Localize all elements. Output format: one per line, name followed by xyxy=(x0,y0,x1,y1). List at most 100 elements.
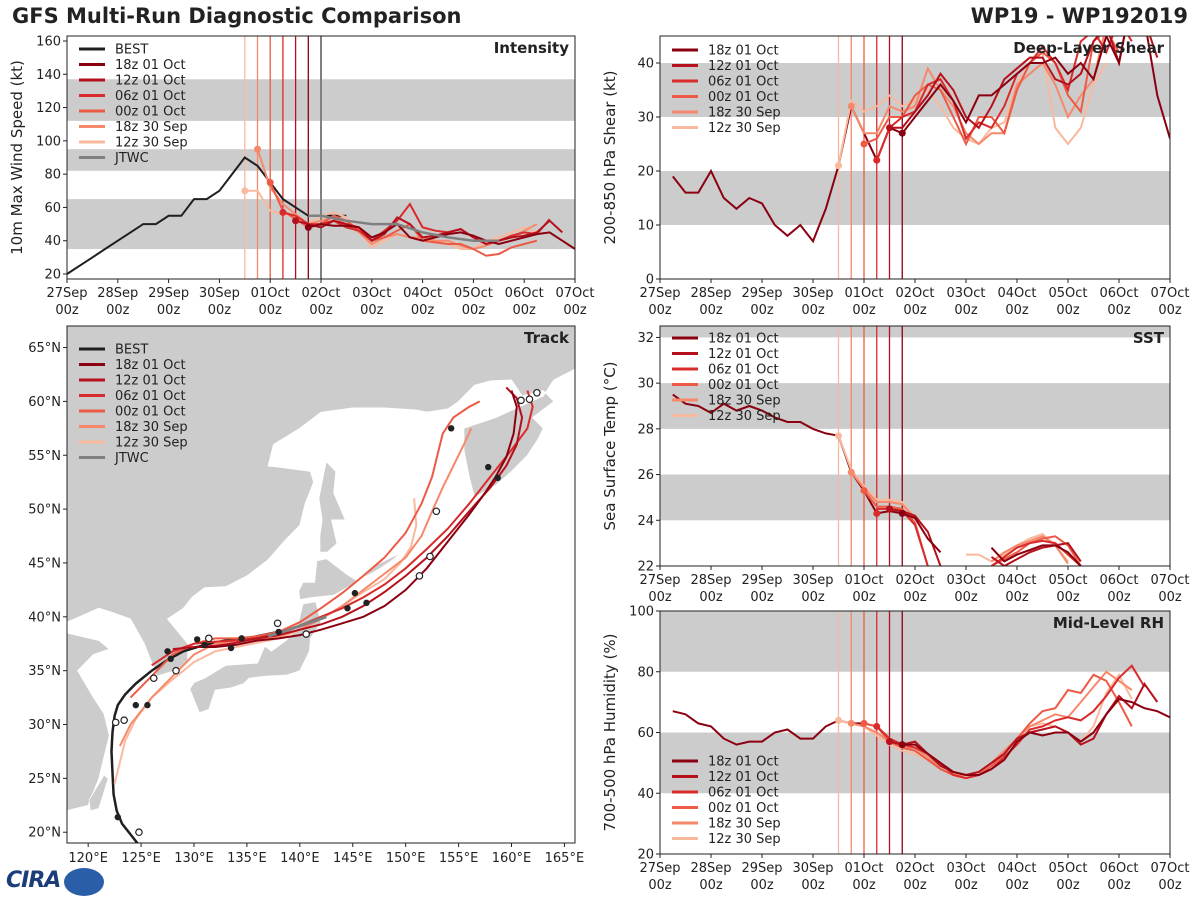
x-tick-hour: 00z xyxy=(903,303,927,318)
run-start-marker xyxy=(279,208,287,216)
track-filled-point xyxy=(485,463,492,471)
land-polygon xyxy=(67,326,575,812)
legend-label: 06z 01 Oct xyxy=(115,389,186,404)
gray-band xyxy=(660,171,1170,225)
run-start-marker xyxy=(292,217,300,225)
best-point xyxy=(132,701,139,709)
x-tick-hour: 00z xyxy=(750,878,774,893)
x-tick-hour: 00z xyxy=(801,303,825,318)
y-axis-label: 200-850 hPa Shear (kt) xyxy=(601,71,619,245)
x-tick-label: 02Oct xyxy=(895,861,934,876)
legend-label: 12z 30 Sep xyxy=(708,409,781,424)
gray-band xyxy=(660,326,1170,338)
x-tick-label: 06Oct xyxy=(1099,861,1138,876)
lon-tick-label: 150°E xyxy=(386,851,426,866)
y-tick-label: 20 xyxy=(44,268,61,283)
series-line-3 xyxy=(863,36,1120,147)
y-tick-label: 40 xyxy=(637,787,654,802)
gray-band xyxy=(660,611,1170,672)
legend-label: 00z 01 Oct xyxy=(708,378,779,393)
best-point xyxy=(114,813,122,821)
lon-tick-label: 160°E xyxy=(492,851,532,866)
x-tick-label: 02Oct xyxy=(301,286,340,301)
x-tick-label: 07Oct xyxy=(1150,573,1189,588)
x-tick-label: 28Sep xyxy=(690,286,731,301)
x-tick-hour: 00z xyxy=(106,303,130,318)
shear-panel: 0 10 20 30 40 27Sep 00z 28Sep 00z 29Sep 00z 30Sep 00… xyxy=(601,35,1190,318)
gray-band xyxy=(660,383,1170,429)
x-tick-label: 03Oct xyxy=(946,861,985,876)
track-filled-point xyxy=(144,701,151,709)
y-axis-label: 700-500 hPa Humidity (%) xyxy=(601,633,619,831)
x-tick-label: 05Oct xyxy=(1048,286,1087,301)
y-tick-label: 32 xyxy=(637,331,654,346)
track-open-point xyxy=(120,716,128,725)
legend-label: 06z 01 Oct xyxy=(708,786,779,801)
x-tick-label: 02Oct xyxy=(895,286,934,301)
x-tick-hour: 00z xyxy=(648,303,672,318)
x-tick-label: 28Sep xyxy=(97,286,138,301)
x-tick-hour: 00z xyxy=(462,303,486,318)
legend-label: 06z 01 Oct xyxy=(708,75,779,90)
track-filled-point xyxy=(193,636,201,643)
rh-panel: 20 40 60 80 100 27Sep 00z 28Sep 00z 29Sep 00z 30Sep… xyxy=(601,605,1190,894)
run-start-marker xyxy=(860,140,868,148)
x-tick-hour: 00z xyxy=(750,590,774,605)
series-line-0 xyxy=(902,697,1170,776)
run-start-marker xyxy=(835,716,842,724)
x-tick-hour: 00z xyxy=(563,303,587,318)
legend-label: 12z 30 Sep xyxy=(708,832,781,847)
x-tick-label: 02Oct xyxy=(895,573,934,588)
x-tick-label: 01Oct xyxy=(251,286,290,301)
y-tick-label: 100 xyxy=(629,605,654,620)
y-tick-label: 140 xyxy=(36,68,61,83)
best-point xyxy=(238,635,245,642)
x-tick-label: 29Sep xyxy=(741,286,782,301)
x-tick-label: 05Oct xyxy=(1048,573,1087,588)
legend-label: JTWC xyxy=(114,151,149,166)
land-polygon xyxy=(189,601,322,714)
panel-title: Track xyxy=(524,329,570,347)
legend-label: 12z 30 Sep xyxy=(115,136,188,151)
run-start-marker xyxy=(847,468,855,476)
x-tick-hour: 00z xyxy=(903,590,927,605)
lat-tick-label: 35°N xyxy=(28,664,61,679)
x-tick-label: 01Oct xyxy=(844,861,883,876)
x-tick-hour: 00z xyxy=(1005,303,1029,318)
best-line xyxy=(67,156,347,275)
x-tick-hour: 00z xyxy=(360,303,384,318)
legend-label: 12z 01 Oct xyxy=(708,770,779,785)
x-tick-hour: 00z xyxy=(1005,878,1029,893)
y-axis-label: 10m Max Wind Speed (kt) xyxy=(8,60,26,255)
x-tick-label: 28Sep xyxy=(690,573,731,588)
x-tick-label: 04Oct xyxy=(997,573,1036,588)
track-filled-point xyxy=(447,425,455,432)
lon-tick-label: 130°E xyxy=(174,851,214,866)
x-tick-hour: 00z xyxy=(1107,303,1131,318)
track-open-point xyxy=(149,674,158,683)
x-tick-label: 29Sep xyxy=(741,573,782,588)
y-tick-label: 60 xyxy=(637,726,654,741)
forecast-track-3 xyxy=(129,400,481,699)
legend-label: 12z 01 Oct xyxy=(115,74,186,89)
x-tick-hour: 00z xyxy=(801,878,825,893)
lat-tick-label: 55°N xyxy=(28,449,61,464)
x-tick-hour: 00z xyxy=(954,878,978,893)
y-tick-label: 40 xyxy=(44,234,61,249)
storm-id: WP19 - WP192019 xyxy=(970,4,1188,28)
x-tick-label: 30Sep xyxy=(792,861,833,876)
lon-tick-label: 145°E xyxy=(333,851,373,866)
legend-label: 12z 01 Oct xyxy=(708,59,779,74)
track-filled-point xyxy=(227,644,235,652)
track-open-point xyxy=(517,396,525,405)
run-start-marker xyxy=(886,738,893,746)
y-tick-label: 100 xyxy=(36,134,61,149)
x-tick-hour: 00z xyxy=(1158,590,1182,605)
run-start-marker xyxy=(847,719,855,727)
lon-tick-label: 165°E xyxy=(545,851,585,866)
legend-label: 12z 01 Oct xyxy=(115,374,186,389)
series-line-3 xyxy=(863,673,1133,780)
x-tick-hour: 00z xyxy=(157,303,181,318)
track-filled-point xyxy=(344,604,351,612)
x-tick-hour: 00z xyxy=(1107,590,1131,605)
